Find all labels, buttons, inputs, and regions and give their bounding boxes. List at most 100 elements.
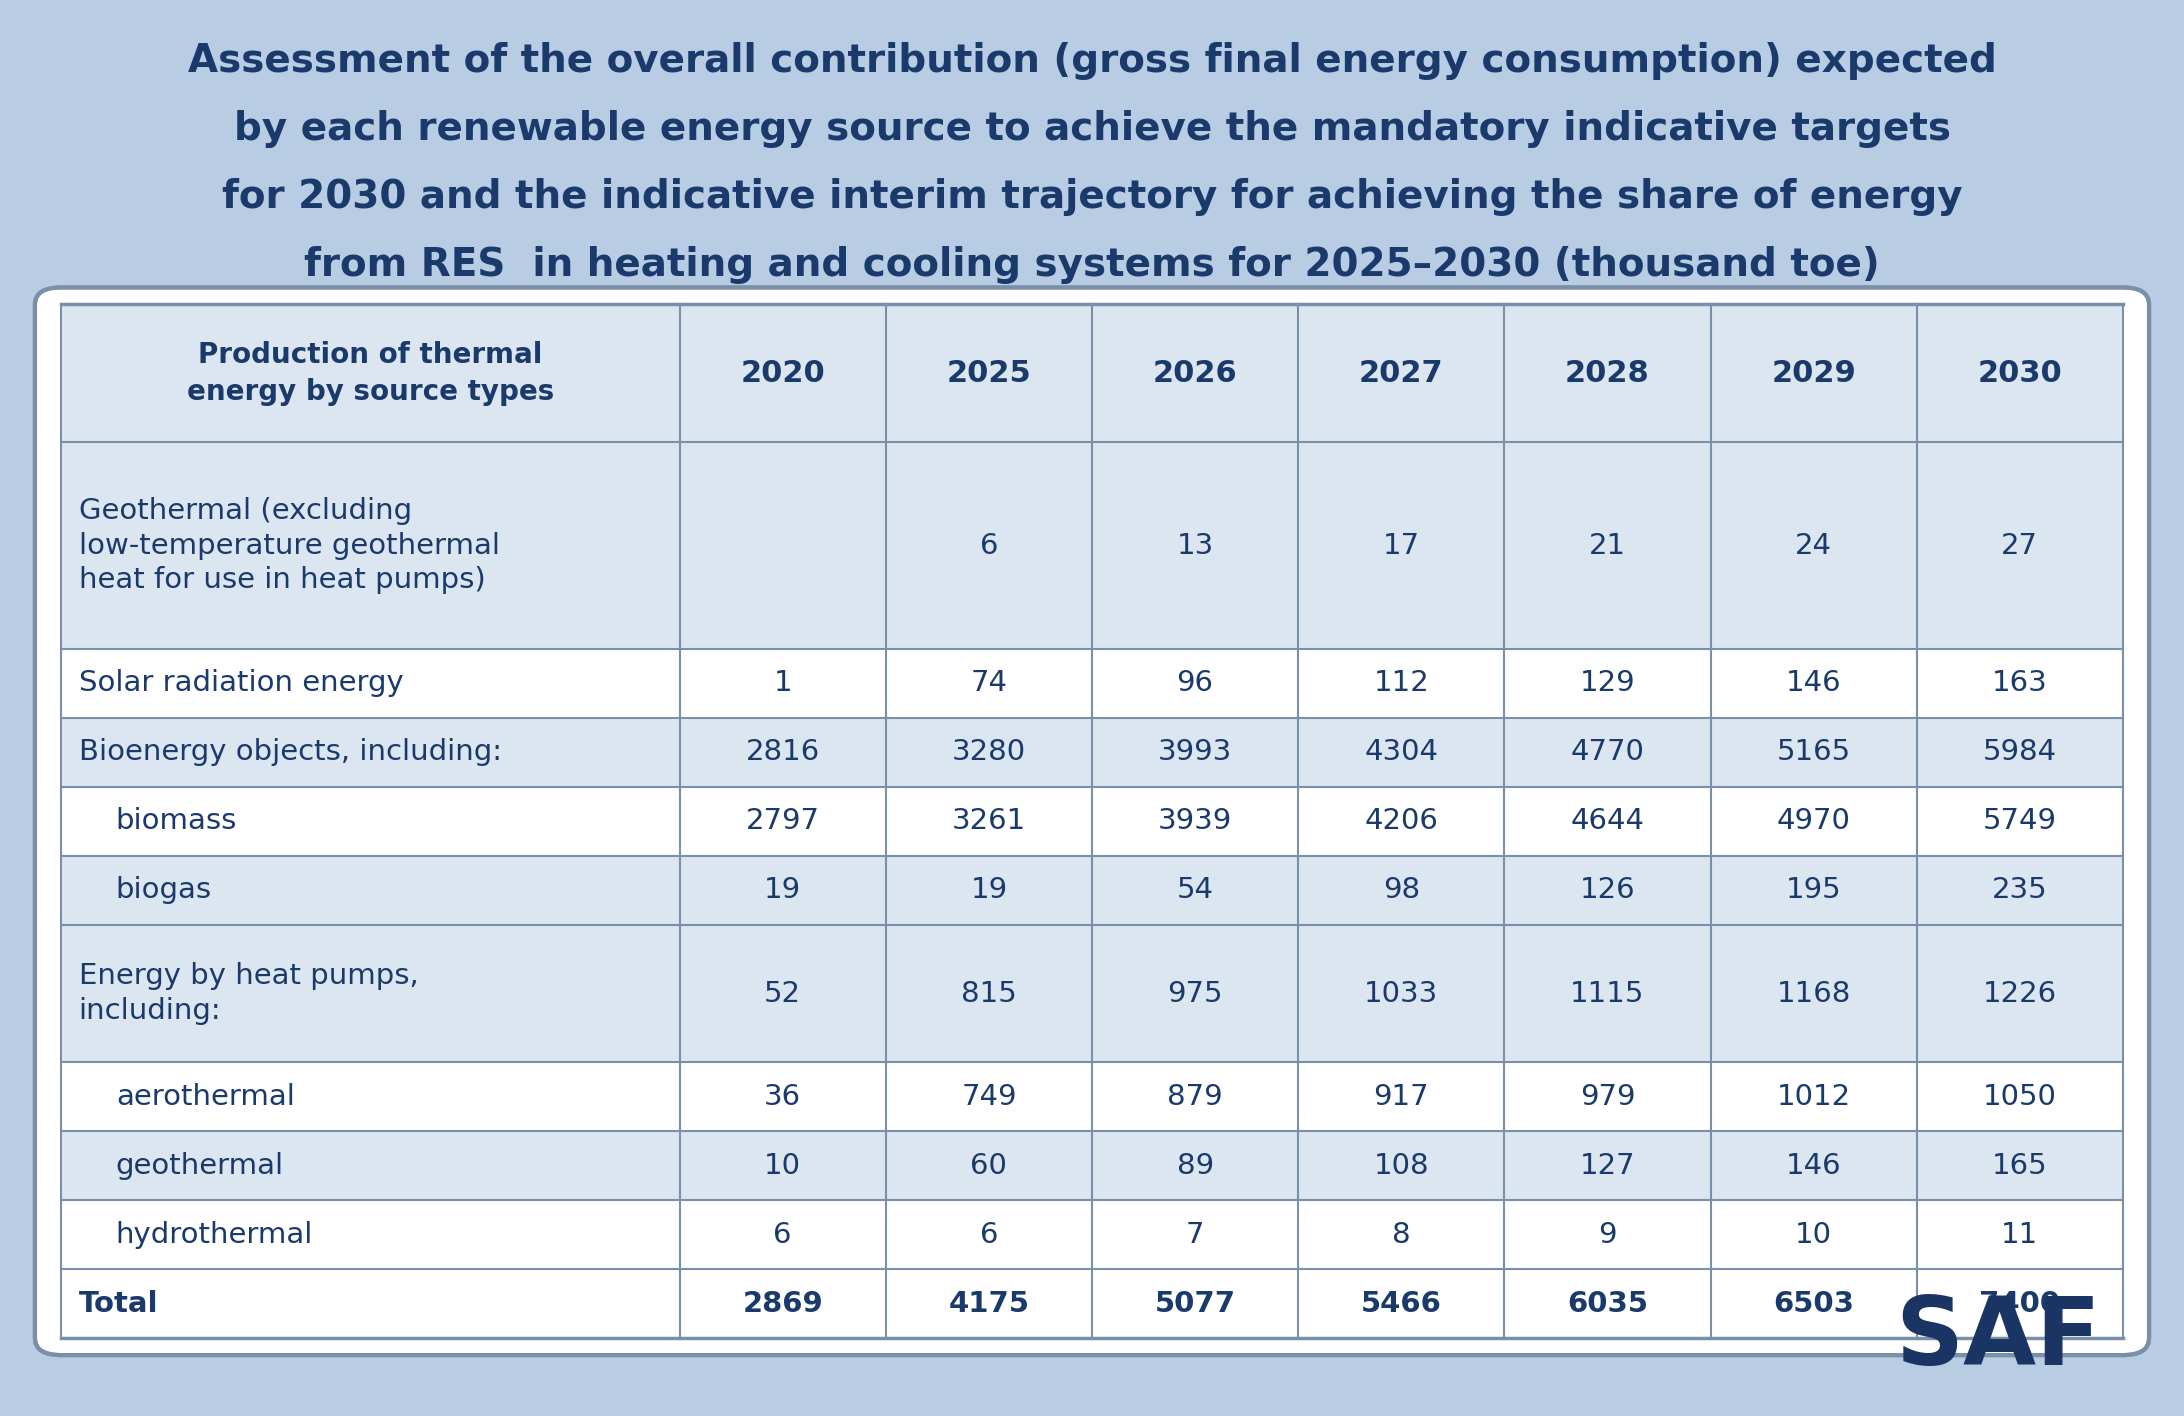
Text: 163: 163 [1992, 670, 2049, 698]
Text: 98: 98 [1382, 877, 1420, 905]
Text: 5749: 5749 [1983, 807, 2057, 835]
Text: Bioenergy objects, including:: Bioenergy objects, including: [79, 738, 502, 766]
Text: 235: 235 [1992, 877, 2049, 905]
Bar [61, 1131, 2123, 1201]
Text: 2025: 2025 [946, 358, 1031, 388]
Text: 74: 74 [970, 670, 1007, 698]
Text: 2027: 2027 [1358, 358, 1444, 388]
Bar [61, 649, 2123, 718]
Text: 36: 36 [764, 1083, 802, 1112]
Text: Solar radiation energy: Solar radiation energy [79, 670, 404, 698]
Text: 4970: 4970 [1776, 807, 1850, 835]
Text: 2020: 2020 [740, 358, 826, 388]
Text: Assessment of the overall contribution (gross final energy consumption) expected: Assessment of the overall contribution (… [188, 42, 1996, 81]
Text: 4206: 4206 [1365, 807, 1439, 835]
Text: Total: Total [79, 1290, 157, 1318]
Text: 24: 24 [1795, 531, 1832, 559]
Text: 1: 1 [773, 670, 793, 698]
Text: from RES  in heating and cooling systems for 2025–2030 (thousand toe): from RES in heating and cooling systems … [304, 246, 1880, 285]
Text: 917: 917 [1374, 1083, 1428, 1112]
Text: Geothermal (excluding
low-temperature geothermal
heat for use in heat pumps): Geothermal (excluding low-temperature ge… [79, 497, 500, 595]
Text: 5077: 5077 [1155, 1290, 1236, 1318]
Text: 10: 10 [1795, 1221, 1832, 1249]
Text: hydrothermal: hydrothermal [116, 1221, 312, 1249]
Text: 108: 108 [1374, 1151, 1428, 1180]
Text: 4175: 4175 [948, 1290, 1029, 1318]
Text: 9: 9 [1599, 1221, 1616, 1249]
Text: 195: 195 [1787, 877, 1841, 905]
Text: 4644: 4644 [1570, 807, 1645, 835]
Text: 17: 17 [1382, 531, 1420, 559]
Text: 13: 13 [1177, 531, 1214, 559]
Text: Production of thermal
energy by source types: Production of thermal energy by source t… [188, 341, 555, 406]
Text: 1012: 1012 [1776, 1083, 1850, 1112]
Text: 8: 8 [1391, 1221, 1411, 1249]
Text: 54: 54 [1177, 877, 1214, 905]
Text: 112: 112 [1374, 670, 1428, 698]
Text: biogas: biogas [116, 877, 212, 905]
Text: 6: 6 [981, 531, 998, 559]
Text: aerothermal: aerothermal [116, 1083, 295, 1112]
Text: 3993: 3993 [1158, 738, 1232, 766]
Text: 21: 21 [1590, 531, 1625, 559]
Text: 7400: 7400 [1979, 1290, 2060, 1318]
Text: 1226: 1226 [1983, 980, 2057, 1008]
Text: Energy by heat pumps,
including:: Energy by heat pumps, including: [79, 963, 419, 1025]
Text: 6503: 6503 [1773, 1290, 1854, 1318]
Text: 146: 146 [1787, 1151, 1841, 1180]
Text: SAF: SAF [1896, 1293, 2101, 1385]
Text: 3261: 3261 [952, 807, 1026, 835]
Text: 2029: 2029 [1771, 358, 1856, 388]
Text: by each renewable energy source to achieve the mandatory indicative targets: by each renewable energy source to achie… [234, 110, 1950, 149]
Text: 879: 879 [1166, 1083, 1223, 1112]
Text: 3280: 3280 [952, 738, 1026, 766]
Text: 127: 127 [1579, 1151, 1636, 1180]
Text: 5466: 5466 [1361, 1290, 1441, 1318]
Text: 749: 749 [961, 1083, 1018, 1112]
Text: 19: 19 [970, 877, 1007, 905]
Text: 5984: 5984 [1983, 738, 2057, 766]
Bar [61, 304, 2123, 442]
Text: 52: 52 [764, 980, 802, 1008]
Bar [61, 1201, 2123, 1269]
Bar [61, 787, 2123, 855]
Text: for 2030 and the indicative interim trajectory for achieving the share of energy: for 2030 and the indicative interim traj… [223, 178, 1961, 217]
Text: 2030: 2030 [1977, 358, 2062, 388]
Text: 96: 96 [1177, 670, 1214, 698]
Text: 2816: 2816 [745, 738, 819, 766]
Text: 27: 27 [2001, 531, 2038, 559]
Text: 1115: 1115 [1570, 980, 1645, 1008]
Text: geothermal: geothermal [116, 1151, 284, 1180]
Text: 979: 979 [1579, 1083, 1636, 1112]
Text: 1168: 1168 [1776, 980, 1850, 1008]
Text: 1050: 1050 [1983, 1083, 2057, 1112]
Bar [61, 925, 2123, 1062]
Bar [61, 718, 2123, 787]
Text: 3939: 3939 [1158, 807, 1232, 835]
Text: 6: 6 [981, 1221, 998, 1249]
Text: biomass: biomass [116, 807, 238, 835]
Text: 2026: 2026 [1153, 358, 1238, 388]
Text: 1033: 1033 [1365, 980, 1439, 1008]
Text: 815: 815 [961, 980, 1018, 1008]
Text: 126: 126 [1579, 877, 1636, 905]
Text: 89: 89 [1177, 1151, 1214, 1180]
Text: 975: 975 [1166, 980, 1223, 1008]
Text: 11: 11 [2001, 1221, 2038, 1249]
Text: 6035: 6035 [1566, 1290, 1649, 1318]
Text: 10: 10 [764, 1151, 802, 1180]
Text: 165: 165 [1992, 1151, 2049, 1180]
Bar [61, 855, 2123, 925]
Text: 4304: 4304 [1365, 738, 1439, 766]
Text: 129: 129 [1579, 670, 1636, 698]
Text: 2028: 2028 [1566, 358, 1649, 388]
Bar [61, 1269, 2123, 1338]
Text: 4770: 4770 [1570, 738, 1645, 766]
Bar [61, 1062, 2123, 1131]
Text: 19: 19 [764, 877, 802, 905]
Text: 60: 60 [970, 1151, 1007, 1180]
Text: 2797: 2797 [745, 807, 819, 835]
FancyBboxPatch shape [35, 287, 2149, 1355]
Text: 6: 6 [773, 1221, 793, 1249]
Text: 2869: 2869 [743, 1290, 823, 1318]
